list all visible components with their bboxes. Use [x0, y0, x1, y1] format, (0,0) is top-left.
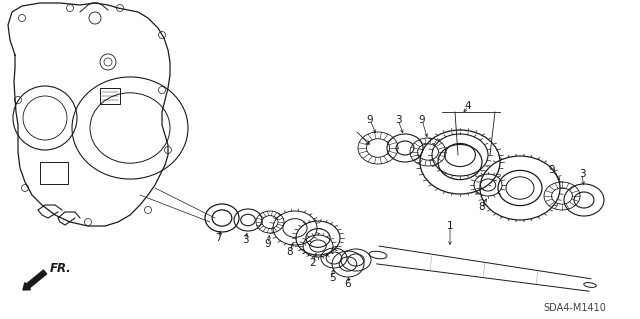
Text: 9: 9 [265, 239, 271, 249]
Text: 9: 9 [548, 165, 556, 175]
Bar [100, 88, 120, 104]
Text: 1: 1 [447, 221, 453, 231]
Text: 3: 3 [579, 169, 586, 179]
Text: 8: 8 [479, 202, 485, 212]
FancyArrow shape [23, 270, 47, 290]
Text: SDA4-M1410: SDA4-M1410 [543, 303, 607, 313]
Text: 5: 5 [329, 273, 335, 283]
Text: 3: 3 [242, 235, 248, 245]
Text: 6: 6 [345, 279, 351, 289]
Text: 9: 9 [367, 115, 373, 125]
Text: 7: 7 [214, 233, 221, 243]
Text: 9: 9 [419, 115, 426, 125]
Text: 4: 4 [465, 101, 471, 111]
Text: 3: 3 [395, 115, 401, 125]
Bar [40, 162, 68, 184]
Text: FR.: FR. [50, 262, 72, 275]
Text: 2: 2 [310, 258, 316, 268]
Text: 8: 8 [287, 247, 293, 257]
